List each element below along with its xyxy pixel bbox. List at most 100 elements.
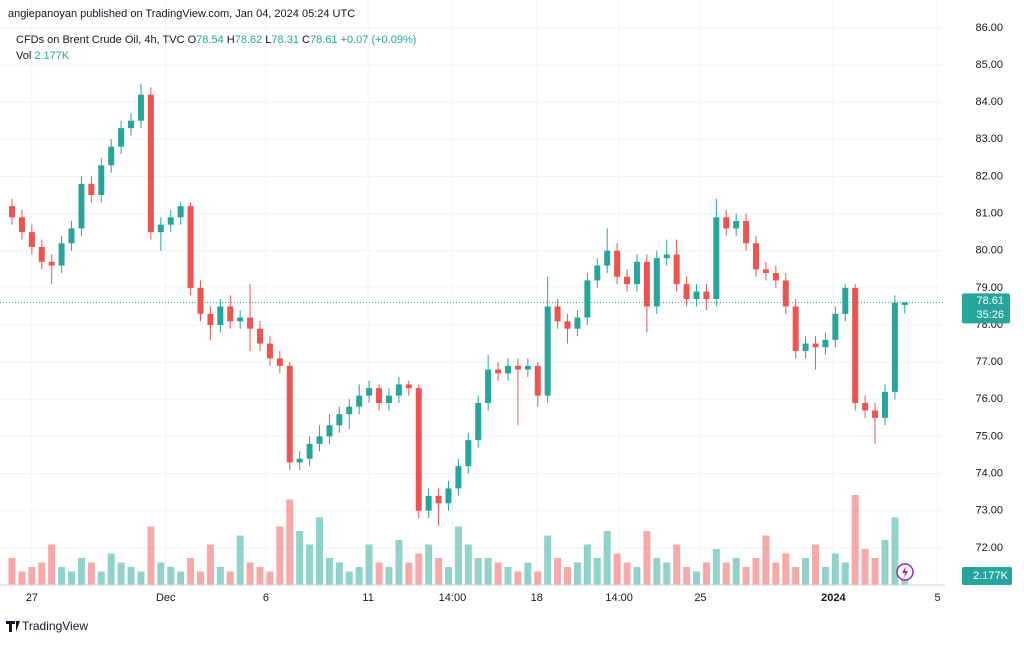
candle-body bbox=[58, 243, 65, 266]
ohlc-value: 78.31 bbox=[271, 34, 299, 46]
candle-body bbox=[227, 306, 234, 322]
volume-bar bbox=[306, 544, 314, 585]
candle-body bbox=[782, 280, 789, 307]
volume-bar bbox=[623, 562, 631, 585]
candle-body bbox=[505, 365, 511, 374]
candle-body bbox=[514, 365, 521, 370]
volume-value: 2.177K bbox=[34, 50, 70, 62]
candle-body bbox=[9, 206, 15, 218]
volume-bar bbox=[474, 558, 482, 585]
volume-bar bbox=[216, 567, 224, 585]
volume-bar bbox=[792, 567, 800, 585]
candle-body bbox=[336, 414, 343, 426]
candle-body bbox=[534, 365, 541, 396]
volume-bar bbox=[18, 571, 26, 585]
y-tick-label: 75.00 bbox=[975, 430, 1003, 442]
y-tick-label: 76.00 bbox=[975, 393, 1003, 405]
candle-body bbox=[822, 339, 829, 348]
candle-body bbox=[68, 228, 75, 244]
candle-body bbox=[207, 313, 214, 325]
y-tick-label: 85.00 bbox=[975, 59, 1003, 71]
candle-body bbox=[157, 224, 164, 233]
candle-body bbox=[832, 313, 839, 340]
volume-bar bbox=[375, 562, 383, 585]
candle-body bbox=[673, 254, 680, 285]
volume-bar bbox=[355, 567, 363, 585]
volume-bar bbox=[524, 562, 532, 585]
volume-bar bbox=[712, 549, 720, 585]
volume-bar bbox=[276, 526, 284, 585]
volume-bar bbox=[395, 540, 403, 585]
candle-body bbox=[703, 291, 710, 299]
volume-bar bbox=[851, 495, 859, 585]
volume-bar bbox=[77, 558, 85, 585]
volume-bar bbox=[28, 567, 36, 585]
ohlc-value: 78.61 bbox=[310, 34, 338, 46]
volume-bar bbox=[415, 553, 423, 585]
volume-bar bbox=[702, 562, 710, 585]
volume-bar bbox=[831, 553, 839, 585]
volume-bar bbox=[812, 544, 820, 585]
candle-body bbox=[167, 217, 174, 225]
footer: TradingView bbox=[22, 619, 88, 633]
candle-body bbox=[713, 217, 720, 299]
candle-body bbox=[862, 403, 869, 411]
candle-body bbox=[445, 488, 452, 504]
candle-body bbox=[693, 291, 700, 299]
candle-body bbox=[723, 217, 730, 229]
candle-body bbox=[108, 146, 115, 166]
volume-bar bbox=[296, 531, 304, 585]
candle-body bbox=[395, 384, 402, 396]
candle-body bbox=[177, 206, 184, 218]
volume-bar bbox=[236, 535, 244, 585]
candle-body bbox=[683, 284, 690, 299]
volume-title: Vol bbox=[16, 50, 31, 62]
candle-body bbox=[604, 250, 611, 266]
candle-body bbox=[891, 302, 898, 392]
price-countdown: 35:26 bbox=[976, 309, 1004, 321]
volume-bar bbox=[544, 535, 552, 585]
candle-body bbox=[485, 369, 492, 403]
candle-body bbox=[653, 258, 660, 307]
volume-bar bbox=[583, 544, 591, 585]
x-tick-label: 14:00 bbox=[439, 592, 467, 604]
volume-bar bbox=[266, 571, 274, 585]
volume-bar bbox=[861, 549, 869, 585]
ohlc-value: 78.54 bbox=[196, 34, 224, 46]
x-tick-label: 18 bbox=[531, 592, 543, 604]
candle-body bbox=[18, 217, 25, 233]
volume-bar bbox=[603, 531, 611, 585]
volume-bar bbox=[335, 562, 343, 585]
volume-bar bbox=[564, 567, 572, 585]
volume-bar bbox=[8, 558, 16, 585]
candle-body bbox=[465, 440, 472, 467]
ohlc-label: O bbox=[188, 34, 197, 46]
candle-body bbox=[326, 425, 333, 437]
volume-bar bbox=[167, 567, 175, 585]
candle-body bbox=[147, 94, 154, 233]
volume-bar bbox=[653, 558, 661, 585]
volume-bar bbox=[345, 571, 353, 585]
volume-bar bbox=[187, 558, 195, 585]
volume-bar bbox=[613, 553, 621, 585]
y-tick-label: 82.00 bbox=[975, 170, 1003, 182]
symbol: CFDs on Brent Crude Oil, 4h, TVC bbox=[16, 34, 185, 46]
volume-bar bbox=[643, 531, 651, 585]
volume-bar bbox=[286, 499, 294, 585]
candle-body bbox=[663, 254, 670, 259]
candle-body bbox=[733, 221, 740, 229]
ohlc-label: L bbox=[265, 34, 271, 46]
volume-bar bbox=[87, 562, 95, 585]
candle-body bbox=[237, 317, 244, 322]
volume-bar bbox=[762, 535, 770, 585]
candle-body bbox=[643, 261, 650, 307]
candle-body bbox=[286, 365, 293, 463]
x-tick-label: 11 bbox=[362, 592, 373, 604]
candle-body bbox=[802, 343, 809, 351]
candle-body bbox=[276, 358, 283, 366]
candle-body bbox=[217, 306, 224, 325]
volume-bar bbox=[405, 562, 413, 585]
volume-bar bbox=[68, 571, 76, 585]
volume-bar bbox=[673, 544, 681, 585]
